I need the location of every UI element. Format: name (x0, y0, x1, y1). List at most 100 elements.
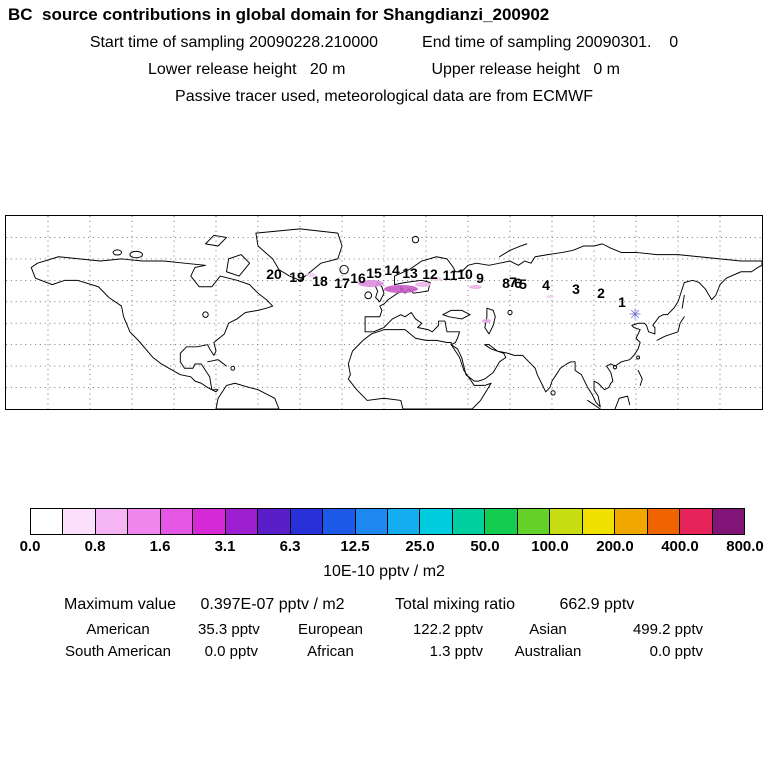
coast-britain (375, 281, 385, 303)
colorbar (30, 508, 745, 535)
receptor-star-icon: ✳ (628, 306, 642, 324)
trajectory-day-marker: 4 (542, 277, 550, 293)
map-overlays: 20 19 18 17 16 15 14 13 12 11 10 9 8 7 6 5 4 3 2 1 ✳ (6, 216, 762, 409)
colorbar-segment (420, 509, 453, 534)
colorbar-segment (485, 509, 518, 534)
total-mixing-ratio-label: Total mixing ratio (395, 596, 516, 613)
coast-eurasia (364, 243, 762, 408)
colorbar-tick-label: 1.6 (149, 538, 171, 555)
colorbar-segment (31, 509, 64, 534)
coast-victoria-island (129, 250, 143, 259)
contribution-patch (482, 319, 491, 323)
region-label: European (297, 621, 364, 638)
map-grid (6, 216, 762, 409)
colorbar-segment (680, 509, 713, 534)
figure-title: BC source contributions in global domain… (8, 5, 550, 24)
colorbar-tick-label: 0.8 (84, 538, 106, 555)
colorbar-segment (63, 509, 96, 534)
colorbar-tick-label: 6.3 (279, 538, 301, 555)
colorbar-segment (615, 509, 648, 534)
total-mixing-ratio-value: 662.9 pptv (559, 596, 635, 613)
coast-svalbard (411, 235, 420, 244)
colorbar-tick-label: 400.0 (661, 538, 699, 555)
region-label: Asian (529, 621, 567, 638)
region-label: Australian (514, 643, 582, 660)
tracer-note-text: Passive tracer used, meteorological data… (175, 88, 593, 105)
coastlines (30, 228, 762, 409)
trajectory-day-marker: 6 (514, 275, 522, 291)
stats-summary-row: Maximum value 0.397E-07 pptv / m2 Total … (64, 596, 634, 614)
trajectory-day-marker: 7 (509, 274, 517, 290)
colorbar-segment (95, 509, 129, 534)
colorbar-ticks: 0.0 0.8 1.6 3.1 6.3 12.5 25.0 50.0 100.0 200.0 400… (20, 538, 764, 556)
coast-sri-lanka (550, 390, 556, 396)
tracer-note-line: Passive tracer used, meteorological data… (0, 88, 768, 106)
coast-sumatra (587, 399, 601, 409)
colorbar-segment (550, 509, 583, 534)
colorbar-segment (193, 509, 226, 534)
trajectory-day-marker: 5 (519, 276, 527, 292)
coast-philippines (637, 369, 643, 386)
trajectory-day-marker: 9 (476, 270, 484, 286)
coast-borneo (614, 395, 631, 409)
colorbar-segment (387, 509, 421, 534)
max-value: 0.397E-07 pptv / m2 (200, 596, 345, 613)
colorbar-segment (712, 509, 744, 534)
colorbar-segment (258, 509, 291, 534)
trajectory-day-marker: 13 (402, 265, 418, 281)
colorbar-tick-label: 100.0 (531, 538, 569, 555)
stats-region-row-1: American 35.3 pptv European 122.2 pptv A… (38, 621, 703, 638)
contribution-patch (358, 280, 384, 287)
contribution-patch (384, 285, 418, 293)
region-value: 1.3 pptv (429, 643, 483, 660)
colorbar-segment (160, 509, 194, 534)
coast-iceland (339, 264, 349, 275)
upper-release-text: Upper release height 0 m (431, 61, 620, 78)
region-value: 499.2 pptv (632, 621, 703, 638)
region-value: 0.0 pptv (204, 643, 258, 660)
trajectory-day-marker: 10 (457, 266, 473, 282)
contribution-patch (306, 273, 316, 277)
coast-japan (656, 316, 685, 341)
trajectory-day-marker: 11 (442, 267, 458, 283)
colorbar-segment (323, 509, 356, 534)
colorbar-tick-label: 0.0 (19, 538, 41, 555)
region-label: South American (65, 643, 171, 660)
coast-south-america (215, 382, 280, 409)
colorbar-tick-label: 800.0 (726, 538, 764, 555)
colorbar-tick-label: 50.0 (470, 538, 500, 555)
contribution-patch (415, 282, 431, 287)
colorbar-segment (225, 509, 259, 534)
sampling-end-text: End time of sampling 20090301. 0 (422, 34, 679, 51)
trajectory-day-marker: 3 (572, 281, 580, 297)
coast-sakhalin (681, 294, 685, 309)
trajectory-day-marker: 15 (366, 265, 382, 281)
lower-release-text: Lower release height 20 m (148, 61, 346, 78)
coast-novaya-zemlya (499, 243, 528, 258)
colorbar-tick-label: 12.5 (340, 538, 370, 555)
release-heights-line: Lower release height 20 m Upper release … (0, 61, 768, 79)
coast-africa (347, 329, 492, 409)
region-value: 35.3 pptv (198, 621, 260, 638)
region-value: 122.2 pptv (412, 621, 483, 638)
colorbar-tick-label: 200.0 (596, 538, 634, 555)
coastline-map-svg (6, 216, 762, 409)
colorbar-segment (355, 509, 388, 534)
coast-great-lakes (202, 311, 209, 318)
region-label: African (307, 643, 354, 660)
trajectory-day-marker: 14 (384, 262, 400, 278)
contribution-patch (546, 295, 554, 298)
colorbar-segment (452, 509, 486, 534)
trajectory-day-marker: 2 (597, 285, 605, 301)
colorbar-segment (290, 509, 324, 534)
coast-baffin (226, 254, 251, 277)
coast-aral-sea (507, 309, 513, 316)
trajectory-day-marker: 16 (350, 270, 366, 286)
contribution-patch (430, 277, 442, 281)
trajectory-day-marker: 1 (618, 294, 626, 310)
trajectory-day-marker: 17 (334, 275, 350, 291)
world-map: 20 19 18 17 16 15 14 13 12 11 10 9 8 7 6 5 4 3 2 1 ✳ (5, 215, 763, 410)
coast-greenland (255, 228, 343, 281)
colorbar-units: 10E-10 pptv / m2 (323, 563, 445, 580)
